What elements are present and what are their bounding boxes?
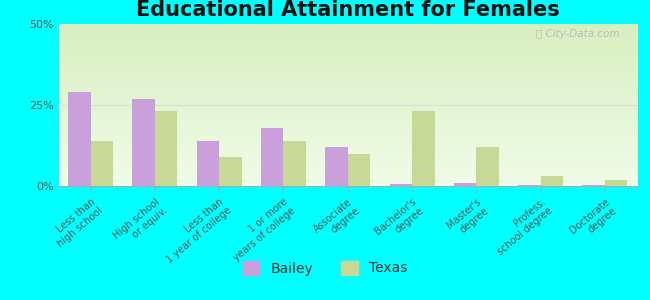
Bar (197, 141, 219, 186)
Text: ⓘ City-Data.com: ⓘ City-Data.com (536, 29, 619, 39)
Bar (219, 157, 242, 186)
Bar (541, 176, 563, 186)
Bar (582, 185, 605, 186)
Bar (348, 154, 370, 186)
Title: Educational Attainment for Females: Educational Attainment for Females (136, 0, 560, 20)
Bar (283, 141, 306, 186)
Bar (133, 98, 155, 186)
Bar (325, 147, 348, 186)
Bar (389, 184, 412, 186)
Bar (518, 185, 541, 186)
Legend: Bailey, Texas: Bailey, Texas (237, 255, 413, 281)
Bar (454, 183, 476, 186)
Bar (605, 179, 627, 186)
Bar (476, 147, 499, 186)
Bar (155, 112, 177, 186)
Bar (90, 141, 113, 186)
Bar (261, 128, 283, 186)
Bar (68, 92, 90, 186)
Bar (412, 112, 434, 186)
